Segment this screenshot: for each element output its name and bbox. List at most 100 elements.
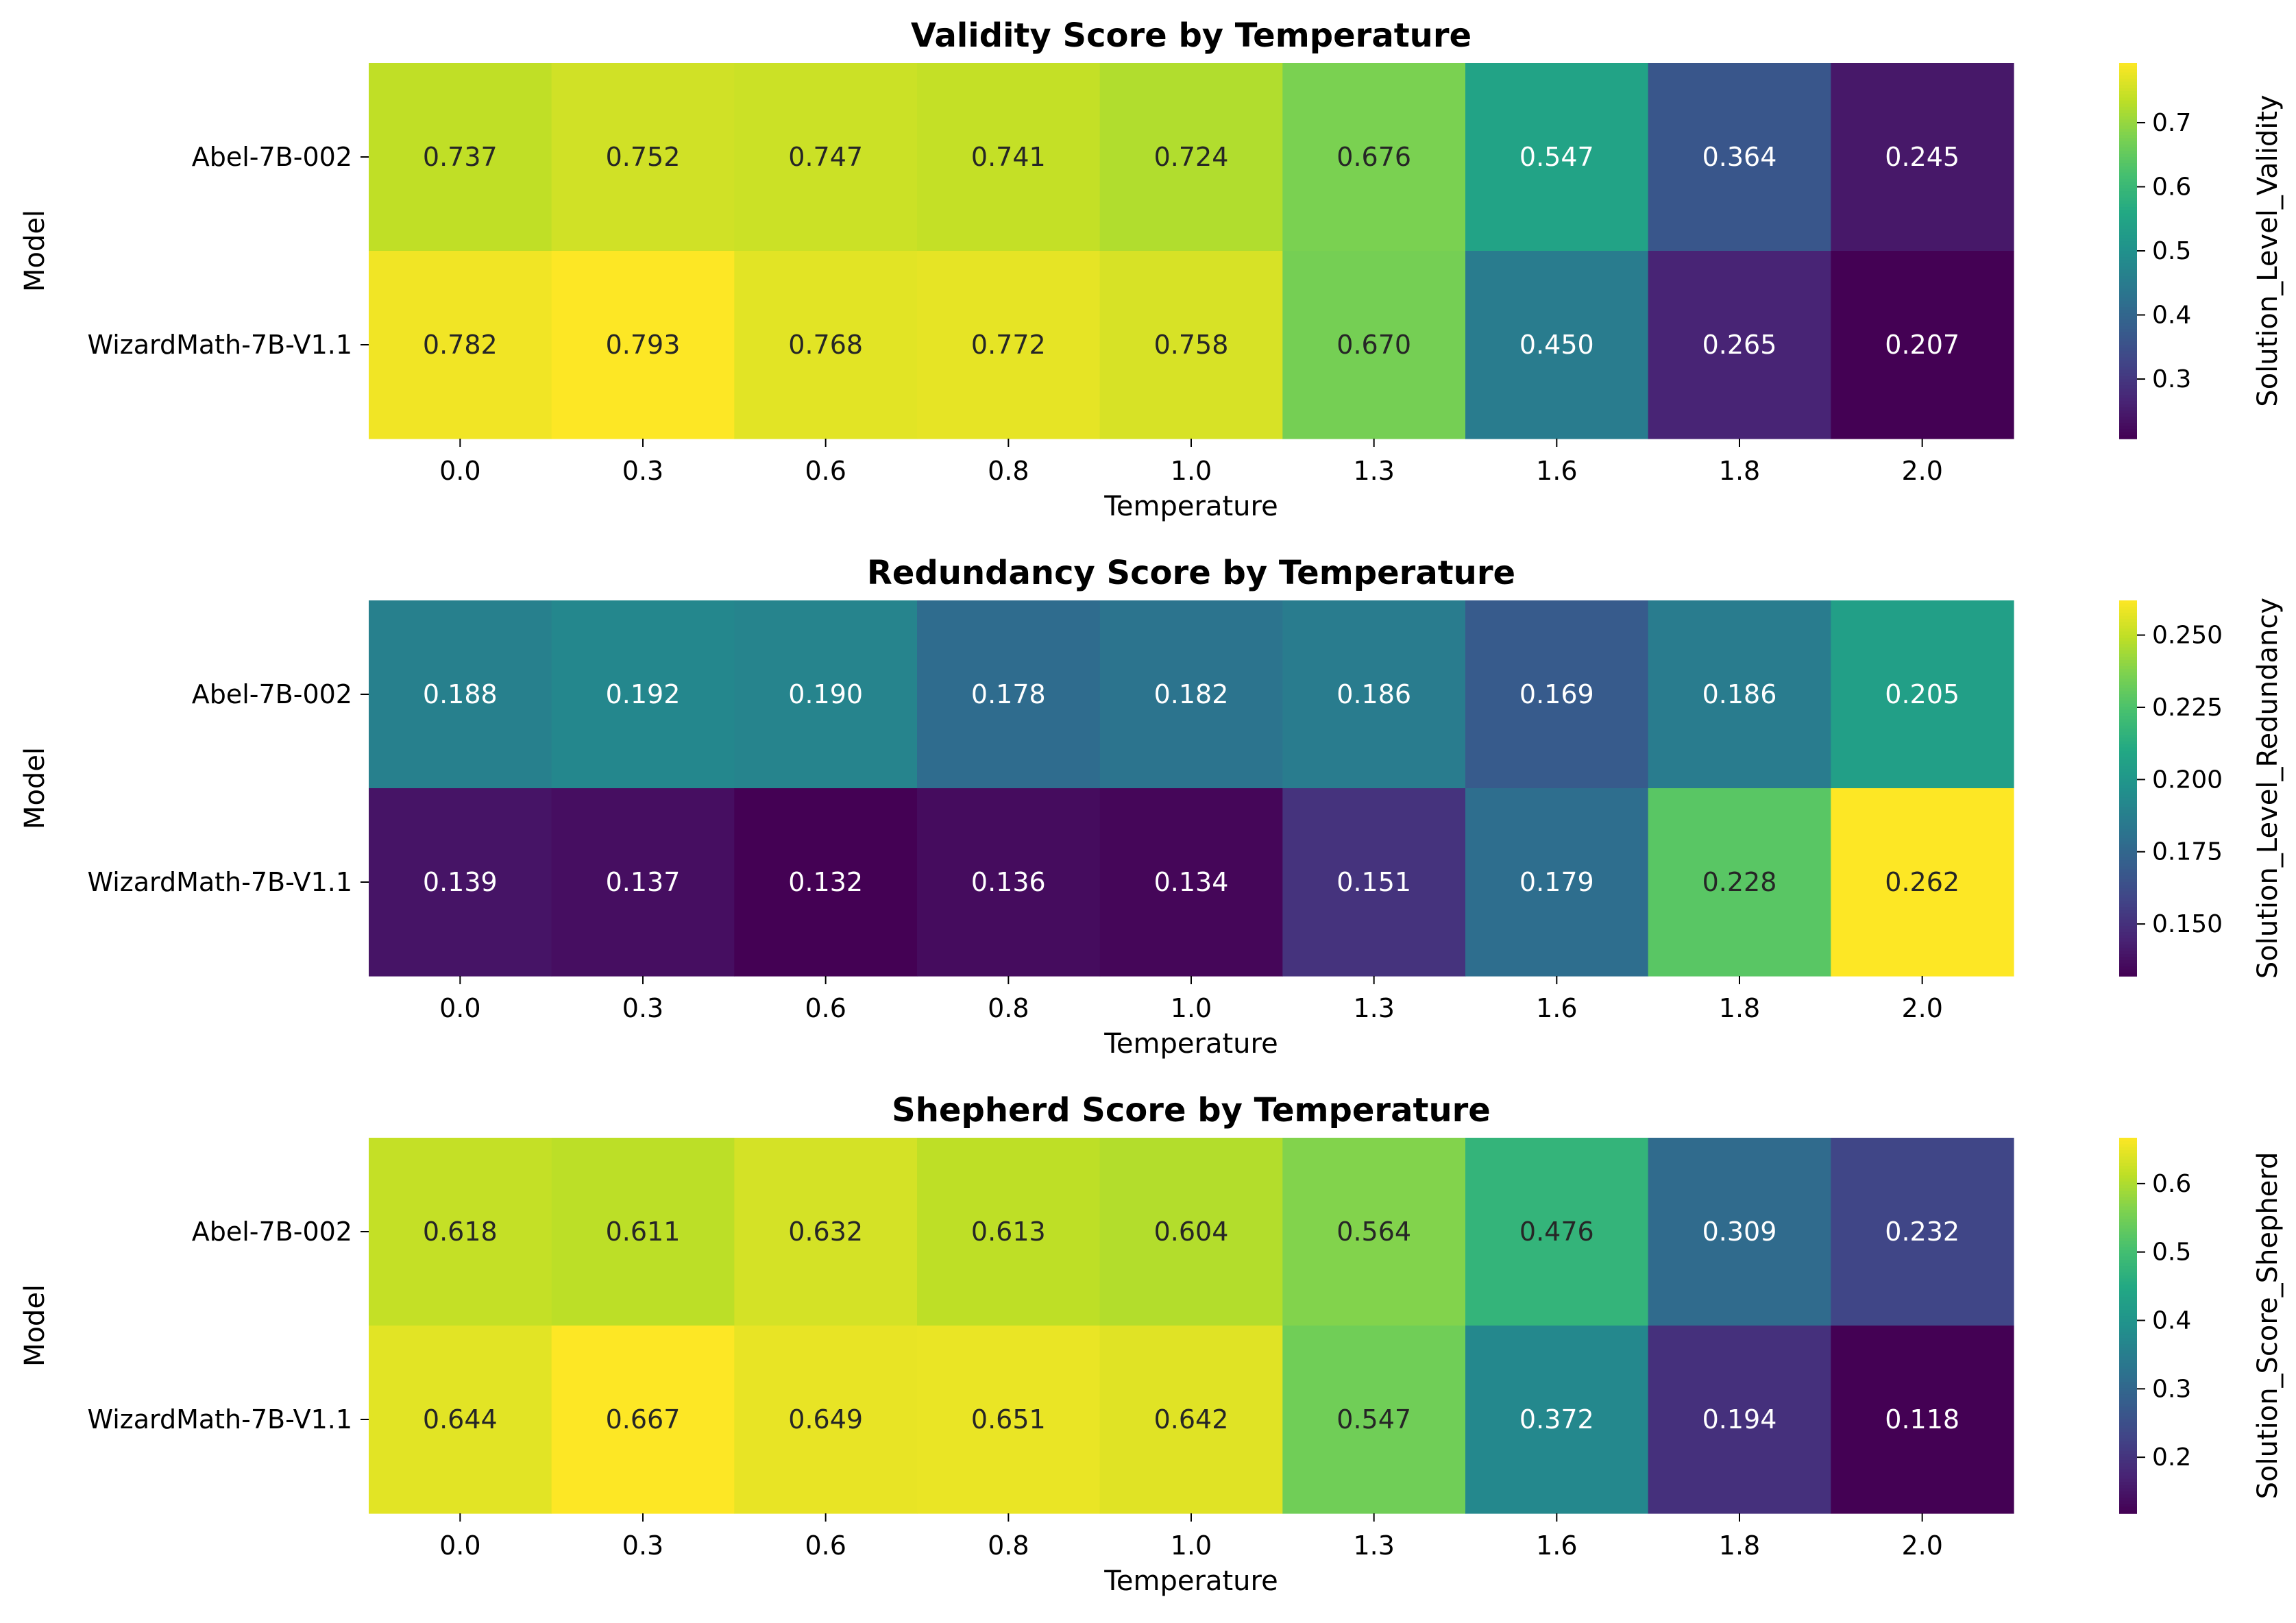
colorbar-segment <box>2119 1181 2137 1186</box>
colorbar-segment <box>2119 857 2137 861</box>
colorbar-segment <box>2119 1356 2137 1361</box>
colorbar-segment <box>2119 707 2137 711</box>
cell-value-label: 0.207 <box>1885 330 1959 360</box>
colorbar-segment <box>2119 1191 2137 1195</box>
colorbar-segment <box>2119 1354 2137 1358</box>
colorbar-segment <box>2119 888 2137 892</box>
colorbar-segment <box>2119 1216 2137 1220</box>
heatmap-cell <box>1831 1326 2014 1514</box>
cell-value-label: 0.649 <box>788 1404 863 1435</box>
x-tick-label: 0.0 <box>439 456 480 486</box>
cell-value-label: 0.618 <box>423 1217 498 1247</box>
colorbar-segment <box>2119 1450 2137 1455</box>
colorbar-segment <box>2119 1250 2137 1254</box>
colorbar-segment <box>2119 185 2137 189</box>
colorbar-segment <box>2119 1498 2137 1502</box>
colorbar-segment <box>2119 885 2137 889</box>
colorbar-tick-label: 0.150 <box>2152 910 2223 938</box>
heatmap-cell <box>1099 1326 1283 1514</box>
colorbar-label: Solution_Level_Validity <box>2252 95 2284 406</box>
colorbar-segment <box>2119 1432 2137 1436</box>
cell-value-label: 0.118 <box>1885 1404 1959 1435</box>
colorbar-segment <box>2119 801 2137 805</box>
heatmap-cell <box>917 600 1101 789</box>
heatmap-cell <box>369 600 552 789</box>
colorbar-segment <box>2119 691 2137 695</box>
colorbar-segment <box>2119 1294 2137 1298</box>
colorbar-segment <box>2119 363 2137 367</box>
colorbar-segment <box>2119 947 2137 952</box>
colorbar-segment <box>2119 1241 2137 1245</box>
colorbar-segment <box>2119 313 2137 317</box>
colorbar-segment <box>2119 376 2137 380</box>
x-tick-label: 0.6 <box>805 993 846 1023</box>
colorbar-segment <box>2119 744 2137 748</box>
colorbar-segment <box>2119 731 2137 736</box>
colorbar-segment <box>2119 197 2137 202</box>
colorbar-segment <box>2119 932 2137 936</box>
colorbar-segment <box>2119 1232 2137 1236</box>
colorbar-segment <box>2119 835 2137 839</box>
colorbar-segment <box>2119 1382 2137 1386</box>
cell-value-label: 0.667 <box>606 1404 681 1435</box>
colorbar-segment <box>2119 229 2137 233</box>
colorbar-segment <box>2119 669 2137 673</box>
cell-value-label: 0.132 <box>788 867 863 897</box>
colorbar-segment <box>2119 222 2137 227</box>
colorbar-segment <box>2119 91 2137 95</box>
colorbar-segment <box>2119 1419 2137 1424</box>
colorbar-segment <box>2119 1316 2137 1320</box>
heatmap-cell <box>1282 251 1466 439</box>
heatmap-cell <box>551 1138 735 1326</box>
colorbar-segment <box>2119 672 2137 676</box>
colorbar-segment <box>2119 703 2137 708</box>
heatmap-cell <box>369 63 552 252</box>
colorbar-segment <box>2119 391 2137 395</box>
colorbar-segment <box>2119 1184 2137 1188</box>
heatmap-cell <box>1282 1326 1466 1514</box>
cell-value-label: 0.192 <box>606 679 681 709</box>
cell-value-label: 0.651 <box>971 1404 1046 1435</box>
colorbar-segment <box>2119 938 2137 942</box>
colorbar-label: Solution_Score_Shepherd <box>2252 1152 2284 1500</box>
colorbar-segment <box>2119 260 2137 265</box>
colorbar-tick-label: 0.225 <box>2152 694 2223 722</box>
colorbar-segment <box>2119 210 2137 214</box>
colorbar-segment <box>2119 1188 2137 1192</box>
colorbar-segment <box>2119 347 2137 352</box>
colorbar-segment <box>2119 1426 2137 1430</box>
colorbar-segment <box>2119 831 2137 836</box>
heatmap-cell <box>734 788 918 977</box>
colorbar-segment <box>2119 241 2137 245</box>
colorbar-tick-label: 0.2 <box>2152 1443 2191 1472</box>
colorbar-segment <box>2119 641 2137 645</box>
colorbar-segment <box>2119 1288 2137 1292</box>
colorbar-segment <box>2119 207 2137 211</box>
colorbar-segment <box>2119 1219 2137 1223</box>
x-tick-label: 1.0 <box>1171 993 1212 1023</box>
y-axis-label: Model <box>19 1284 51 1367</box>
heatmap-cell <box>734 251 918 439</box>
colorbar-segment <box>2119 769 2137 773</box>
cell-value-label: 0.632 <box>788 1217 863 1247</box>
colorbar-segment <box>2119 1322 2137 1326</box>
colorbar-segment <box>2119 941 2137 946</box>
heatmap-cell <box>1831 1138 2014 1326</box>
colorbar-segment <box>2119 1344 2137 1348</box>
colorbar-segment <box>2119 916 2137 920</box>
colorbar-tick-label: 0.5 <box>2152 1238 2191 1267</box>
heatmap-cell <box>1648 251 1831 439</box>
colorbar-segment <box>2119 629 2137 633</box>
colorbar-segment <box>2119 166 2137 171</box>
x-tick-label: 0.3 <box>622 1530 663 1561</box>
colorbar-segment <box>2119 713 2137 717</box>
heatmap-panel-3: Shepherd Score by Temperature 0.618 0.611 0… <box>19 1091 2284 1597</box>
heatmap-cell <box>1465 251 1649 439</box>
heatmap-panel-1: Validity Score by Temperature 0.737 0.752 0… <box>19 16 2284 522</box>
colorbar-segment <box>2119 169 2137 173</box>
colorbar-segment <box>2119 841 2137 845</box>
y-tick-label: WizardMath-7B-V1.1 <box>87 1404 352 1435</box>
colorbar-segment <box>2119 326 2137 330</box>
colorbar-segment <box>2119 219 2137 223</box>
colorbar-segment <box>2119 1138 2137 1142</box>
